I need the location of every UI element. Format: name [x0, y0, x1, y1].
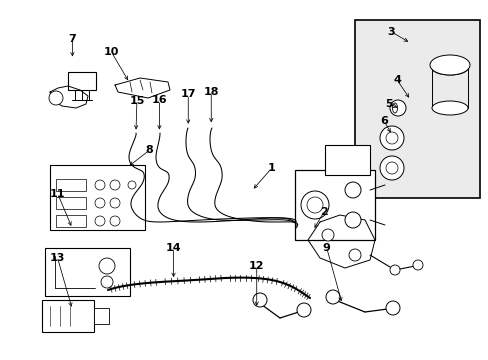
Circle shape	[345, 212, 360, 228]
Circle shape	[325, 290, 339, 304]
Bar	[45, 248, 130, 296]
Text: 9: 9	[322, 243, 330, 253]
Circle shape	[385, 162, 397, 174]
Bar	[42, 300, 94, 332]
Bar	[294, 170, 374, 240]
Text: 10: 10	[103, 47, 119, 57]
Text: 12: 12	[248, 261, 264, 271]
Text: 17: 17	[180, 89, 196, 99]
Text: 14: 14	[165, 243, 181, 253]
Bar	[56, 215, 86, 227]
Text: 2: 2	[319, 207, 327, 217]
Text: 13: 13	[50, 253, 65, 264]
Text: 3: 3	[386, 27, 394, 37]
Circle shape	[110, 198, 120, 208]
Circle shape	[385, 132, 397, 144]
Circle shape	[296, 303, 310, 317]
Text: 18: 18	[203, 87, 219, 97]
Circle shape	[345, 182, 360, 198]
Bar	[354, 20, 479, 198]
Circle shape	[252, 293, 266, 307]
Circle shape	[379, 126, 403, 150]
Circle shape	[348, 249, 360, 261]
Ellipse shape	[431, 61, 467, 75]
Bar	[50, 165, 145, 230]
Circle shape	[412, 260, 422, 270]
Circle shape	[389, 100, 405, 116]
Bar	[56, 179, 86, 191]
Ellipse shape	[306, 197, 323, 213]
Text: 16: 16	[151, 95, 167, 105]
Ellipse shape	[429, 55, 469, 75]
Text: 7: 7	[68, 34, 76, 44]
Text: 5: 5	[384, 99, 392, 109]
Circle shape	[110, 216, 120, 226]
Circle shape	[95, 180, 105, 190]
Circle shape	[95, 198, 105, 208]
Bar	[56, 197, 86, 209]
Text: 1: 1	[267, 163, 275, 174]
Circle shape	[321, 229, 333, 241]
Text: 6: 6	[379, 116, 387, 126]
Ellipse shape	[431, 101, 467, 115]
Circle shape	[389, 265, 399, 275]
Circle shape	[99, 258, 115, 274]
Text: 15: 15	[129, 96, 144, 106]
Text: 4: 4	[392, 75, 400, 85]
Circle shape	[49, 91, 63, 105]
Circle shape	[110, 180, 120, 190]
Circle shape	[128, 181, 136, 189]
Bar	[94, 308, 109, 324]
Bar	[325, 145, 369, 175]
Text: 11: 11	[50, 189, 65, 199]
Ellipse shape	[301, 191, 328, 219]
Circle shape	[385, 301, 399, 315]
Circle shape	[101, 276, 113, 288]
Circle shape	[95, 216, 105, 226]
Bar	[68, 72, 96, 90]
Text: 8: 8	[145, 145, 153, 156]
Circle shape	[379, 156, 403, 180]
Ellipse shape	[392, 103, 397, 113]
